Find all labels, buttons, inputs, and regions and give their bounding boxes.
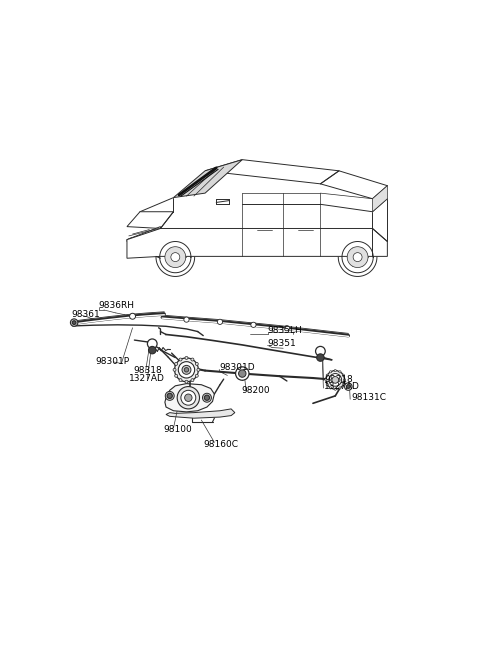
Text: 9835LH: 9835LH	[267, 326, 302, 335]
Circle shape	[184, 317, 189, 322]
Circle shape	[236, 367, 249, 381]
Circle shape	[177, 386, 200, 409]
Circle shape	[175, 362, 178, 365]
Text: 98200: 98200	[241, 386, 270, 395]
Circle shape	[175, 374, 178, 377]
Circle shape	[184, 367, 189, 372]
Circle shape	[179, 379, 182, 382]
Text: 98318: 98318	[324, 375, 353, 384]
Polygon shape	[166, 409, 235, 418]
Text: 9836RH: 9836RH	[99, 301, 135, 310]
Text: 98301D: 98301D	[219, 364, 255, 373]
Circle shape	[179, 358, 182, 361]
Text: 1327AD: 1327AD	[324, 382, 360, 391]
Polygon shape	[165, 384, 215, 412]
Circle shape	[251, 322, 256, 328]
Polygon shape	[127, 212, 173, 229]
Circle shape	[329, 387, 332, 389]
Polygon shape	[372, 186, 387, 212]
Circle shape	[342, 383, 345, 386]
Polygon shape	[127, 227, 160, 242]
Circle shape	[191, 358, 194, 361]
Circle shape	[195, 374, 198, 377]
Text: 1327AD: 1327AD	[129, 373, 165, 383]
Circle shape	[167, 393, 172, 398]
Polygon shape	[205, 160, 339, 184]
Text: 98351: 98351	[267, 339, 296, 348]
Circle shape	[326, 383, 328, 386]
Circle shape	[185, 356, 188, 360]
Circle shape	[342, 374, 345, 377]
Circle shape	[173, 368, 176, 371]
Circle shape	[339, 371, 341, 373]
Circle shape	[181, 390, 196, 405]
Circle shape	[326, 371, 345, 389]
Circle shape	[148, 346, 156, 354]
Circle shape	[165, 247, 186, 267]
Circle shape	[178, 362, 195, 378]
Circle shape	[217, 319, 223, 324]
Circle shape	[185, 394, 192, 402]
Circle shape	[165, 392, 174, 400]
Circle shape	[203, 393, 211, 402]
Circle shape	[344, 379, 346, 381]
Circle shape	[345, 383, 352, 390]
Text: 98100: 98100	[163, 425, 192, 434]
Circle shape	[72, 321, 76, 324]
Text: 98361: 98361	[71, 310, 100, 319]
Circle shape	[171, 253, 180, 261]
Circle shape	[182, 365, 191, 374]
Circle shape	[197, 368, 200, 371]
Circle shape	[334, 388, 336, 390]
Text: 98301P: 98301P	[96, 357, 130, 365]
Circle shape	[326, 374, 328, 377]
Circle shape	[315, 346, 325, 356]
Circle shape	[191, 379, 194, 382]
Text: 98318: 98318	[133, 366, 162, 375]
Polygon shape	[173, 160, 242, 198]
Text: 98131C: 98131C	[351, 393, 386, 402]
Polygon shape	[127, 229, 387, 258]
Circle shape	[332, 377, 338, 383]
Circle shape	[185, 381, 188, 383]
Circle shape	[339, 387, 341, 389]
Circle shape	[195, 362, 198, 365]
Circle shape	[325, 379, 327, 381]
Circle shape	[353, 253, 362, 261]
Circle shape	[334, 369, 336, 371]
Circle shape	[347, 384, 350, 388]
Circle shape	[147, 339, 157, 348]
Circle shape	[71, 319, 78, 326]
Circle shape	[175, 358, 198, 382]
Circle shape	[317, 354, 324, 362]
Circle shape	[329, 373, 342, 386]
Circle shape	[239, 370, 246, 377]
Circle shape	[204, 395, 210, 400]
Circle shape	[130, 313, 135, 319]
Text: 98160C: 98160C	[203, 440, 238, 449]
Circle shape	[347, 247, 368, 267]
Circle shape	[284, 326, 289, 331]
Circle shape	[329, 371, 332, 373]
